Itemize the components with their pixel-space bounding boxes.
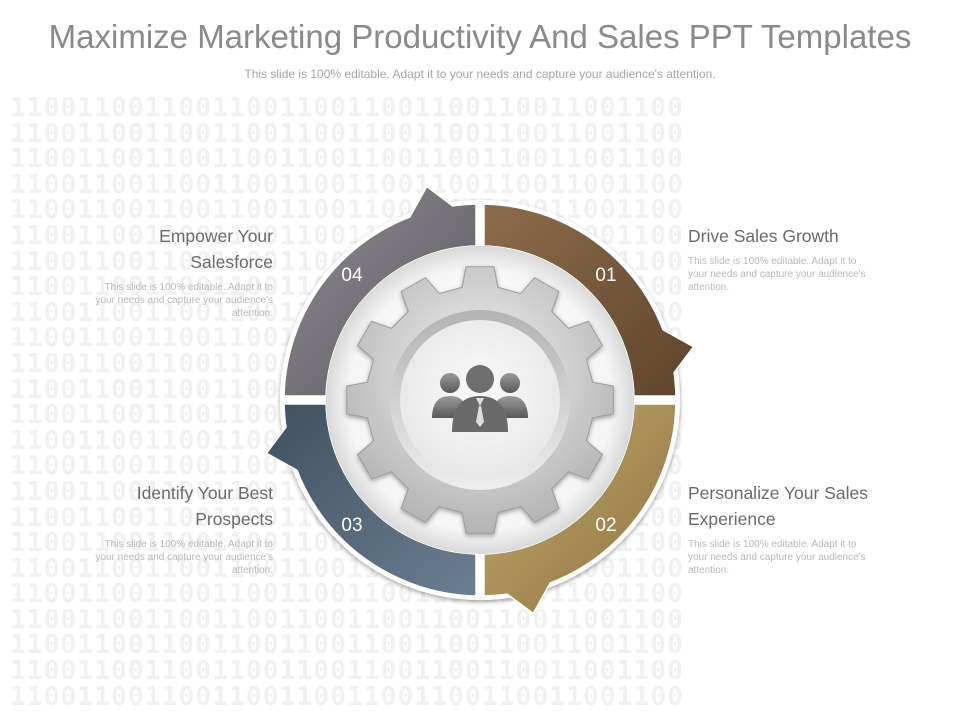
label-01: Drive Sales Growth This slide is 100% ed… (688, 223, 873, 294)
slide-title: Maximize Marketing Productivity And Sale… (48, 18, 912, 55)
segment-number-03: 03 (341, 515, 362, 536)
label-03-description: This slide is 100% editable. Adapt it to… (95, 539, 273, 576)
segment-number-02: 02 (595, 515, 616, 536)
ring-segments (265, 185, 695, 615)
label-02-heading: Personalize Your Sales Experience (688, 483, 868, 529)
team-people-icon (432, 365, 528, 432)
label-01-description: This slide is 100% editable. Adapt it to… (688, 256, 866, 293)
segment-number-04: 04 (341, 265, 363, 286)
label-02: Personalize Your Sales Experience This s… (688, 480, 873, 577)
label-01-heading: Drive Sales Growth (688, 226, 839, 246)
segment-number-01: 01 (595, 265, 616, 286)
label-03-heading: Identify Your Best Prospects (136, 483, 273, 529)
slide-subtitle: This slide is 100% editable. Adapt it to… (244, 67, 716, 81)
label-03: Identify Your Best Prospects This slide … (88, 480, 273, 577)
label-04-description: This slide is 100% editable. Adapt it to… (95, 282, 273, 319)
label-04: Empower Your Salesforce This slide is 10… (88, 223, 273, 320)
label-04-heading: Empower Your Salesforce (159, 226, 273, 272)
label-02-description: This slide is 100% editable. Adapt it to… (688, 539, 866, 576)
